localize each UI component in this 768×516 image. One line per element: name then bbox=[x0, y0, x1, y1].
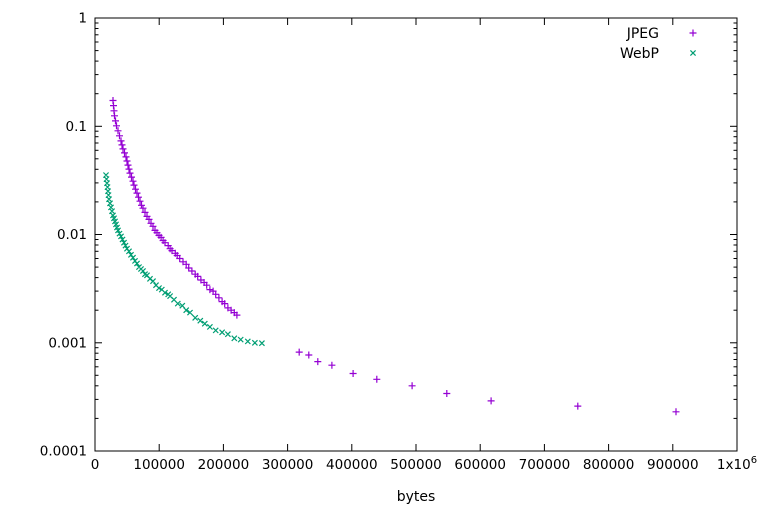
y-tick-label: 0.0001 bbox=[40, 444, 87, 460]
x-tick-label: 300000 bbox=[262, 457, 314, 473]
y-tick-label: 0.001 bbox=[48, 335, 87, 351]
legend-marker-samples bbox=[689, 29, 697, 57]
legend: JPEG WebP bbox=[620, 26, 697, 62]
x-tick-label: 0 bbox=[91, 457, 100, 473]
y-tick-label: 1 bbox=[78, 11, 87, 27]
x-axis-title: bytes bbox=[397, 489, 436, 505]
x-tick-label: 1x106 bbox=[717, 455, 757, 473]
y-tick-label: 0.01 bbox=[57, 227, 87, 243]
legend-label-jpeg: JPEG bbox=[626, 26, 659, 42]
y-tick-label: 0.1 bbox=[66, 119, 87, 135]
x-tick-label: 500000 bbox=[390, 457, 442, 473]
x-tick-label: 700000 bbox=[519, 457, 571, 473]
data-points bbox=[102, 97, 680, 416]
x-tick-label: 400000 bbox=[326, 457, 378, 473]
x-tick-label: 600000 bbox=[454, 457, 506, 473]
x-tick-label: 200000 bbox=[198, 457, 250, 473]
axis-ticks bbox=[94, 17, 738, 452]
legend-label-webp: WebP bbox=[620, 46, 659, 62]
x-tick-label: 800000 bbox=[583, 457, 635, 473]
series-webp-points bbox=[102, 172, 265, 347]
series-jpeg-points bbox=[109, 97, 680, 416]
x-tick-label: 900000 bbox=[647, 457, 699, 473]
legend-marker-jpeg bbox=[689, 29, 697, 37]
axis-tick-labels: 0 100000 200000 300000 400000 500000 600000 700… bbox=[40, 11, 757, 474]
legend-marker-webp bbox=[689, 49, 697, 57]
x-tick-label: 100000 bbox=[133, 457, 185, 473]
plot-border bbox=[94, 17, 738, 452]
